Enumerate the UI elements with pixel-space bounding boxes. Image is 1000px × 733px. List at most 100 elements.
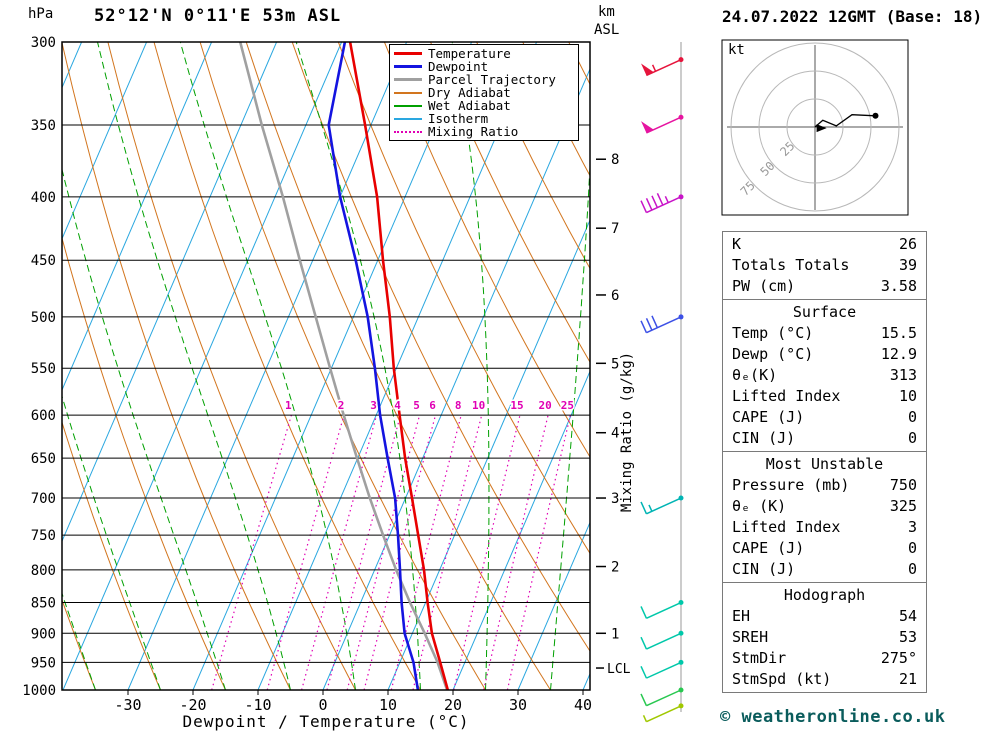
km-tick-label: 5 <box>611 356 619 372</box>
stat-label: Totals Totals <box>732 256 850 274</box>
summary-panel: K 26 Totals Totals 39 PW (cm) 3.58 <box>722 231 927 300</box>
km-axis-label: km <box>598 4 615 20</box>
dry-adiabat-line <box>430 42 590 364</box>
isotherm-line <box>62 42 213 392</box>
mixing-ratio-value: 20 <box>538 399 551 412</box>
legend-label: Isotherm <box>428 111 489 126</box>
mixing-ratio-line <box>346 414 421 690</box>
wind-barb <box>642 703 684 723</box>
stat-value: 21 <box>898 670 917 688</box>
isotherm-line <box>387 218 590 690</box>
wind-barb <box>640 495 684 515</box>
legend-label: Dewpoint <box>428 59 489 74</box>
panel-title: Surface <box>792 303 857 321</box>
pressure-tick-label: 850 <box>31 596 56 612</box>
mixing-ratio-line <box>211 414 292 690</box>
wind-barb <box>640 600 684 619</box>
pressure-tick-label: 300 <box>31 35 56 51</box>
mixing-ratio-labels: 1 2 3 4 5 6 8 10 15 20 25 <box>284 398 576 414</box>
mixing-ratio-axis-title: Mixing Ratio (g/kg) <box>619 352 635 512</box>
stat-row: EH 54 <box>723 606 926 627</box>
stat-row: Dewp (°C) 12.9 <box>723 344 926 365</box>
legend-label: Temperature <box>428 46 511 61</box>
stat-label: θₑ(K) <box>732 366 778 384</box>
most-unstable-panel: Most Unstable Pressure (mb) 750 θₑ (K) 325… <box>722 451 927 583</box>
mixing-ratio-line <box>506 414 571 690</box>
skewt-plot-area <box>62 42 590 690</box>
stat-label: CIN (J) <box>732 560 796 578</box>
stat-value: 12.9 <box>880 345 917 363</box>
wind-barb <box>641 57 684 77</box>
legend-line-sample <box>394 104 422 107</box>
surface-panel: Surface Temp (°C) 15.5 Dewp (°C) 12.9 θₑ(K… <box>722 299 927 452</box>
stat-row: PW (cm) 3.58 <box>723 276 926 297</box>
isotherm-line <box>452 370 590 690</box>
stat-label: Temp (°C) <box>732 324 814 342</box>
station-title: 52°12'N 0°11'E 53m ASL <box>94 6 342 26</box>
legend-item-mixing-ratio: Mixing Ratio <box>394 124 574 139</box>
km-tick-label: 6 <box>611 288 619 304</box>
stat-row: SREH 53 <box>723 627 926 648</box>
pressure-tick-label: 800 <box>31 563 56 579</box>
km-tick-label: 4 <box>611 426 619 442</box>
legend-item-dry-adiabat: Dry Adiabat <box>394 85 574 100</box>
stat-label: PW (cm) <box>732 277 796 295</box>
stat-value: 3.58 <box>880 277 917 295</box>
mixing-ratio-line <box>301 414 378 690</box>
legend-label: Wet Adiabat <box>428 98 511 113</box>
legend-item-dewpoint: Dewpoint <box>394 59 574 74</box>
hodograph-ring <box>786 98 844 156</box>
km-tick-label: 1 <box>611 626 619 642</box>
mixing-ratio-value: 2 <box>338 399 345 412</box>
dry-adiabat-line <box>476 42 590 270</box>
stat-row: Totals Totals 39 <box>723 255 926 276</box>
isotherm-line <box>322 67 590 690</box>
wind-barb <box>640 314 684 334</box>
hodograph-trace-end-dot <box>872 112 879 119</box>
stat-value: 313 <box>889 366 917 384</box>
stat-label: CIN (J) <box>732 429 796 447</box>
dewpoint-curve <box>327 42 420 690</box>
isotherm-line <box>62 42 343 690</box>
stat-label: K <box>732 235 742 253</box>
dry-adiabat-line <box>62 420 161 690</box>
wind-barb <box>641 114 684 134</box>
stats-panels: K 26 Totals Totals 39 PW (cm) 3.58 Surface … <box>722 231 927 693</box>
isotherm-line <box>257 42 538 690</box>
wind-barb <box>640 192 684 214</box>
stat-value: 26 <box>898 235 917 253</box>
x-tick-label: 30 <box>509 696 527 714</box>
x-tick-label: -20 <box>179 696 206 714</box>
stat-label: CAPE (J) <box>732 408 805 426</box>
mixing-ratio-line <box>266 414 345 690</box>
wet-adiabat-line <box>97 42 291 690</box>
km-tick-label: 2 <box>611 560 619 576</box>
x-tick-label: -10 <box>244 696 271 714</box>
stat-label: CAPE (J) <box>732 539 805 557</box>
mixing-ratio-line <box>453 414 521 690</box>
wind-barb <box>640 659 684 679</box>
pressure-tick-label: 650 <box>31 451 56 467</box>
legend-label: Parcel Trajectory <box>428 72 556 87</box>
stat-row: θₑ (K) 325 <box>723 496 926 517</box>
hodograph-ring <box>730 42 900 212</box>
km-tick-label: 3 <box>611 491 619 507</box>
parcel-trajectory-curve <box>238 42 449 690</box>
isotherm-line <box>517 521 590 690</box>
dry-adiabat-line <box>62 42 291 690</box>
x-tick-label: -30 <box>114 696 141 714</box>
stat-value: 15.5 <box>880 324 917 342</box>
hodograph-ring <box>758 70 872 184</box>
mixing-ratio-line <box>412 414 483 690</box>
stat-value: 750 <box>889 476 917 494</box>
mixing-ratio-value: 6 <box>429 399 436 412</box>
stat-row: Lifted Index 10 <box>723 386 926 407</box>
x-axis-title: Dewpoint / Temperature (°C) <box>182 712 470 731</box>
stat-row: CIN (J) 0 <box>723 559 926 580</box>
legend-item-parcel-trajectory: Parcel Trajectory <box>394 72 574 87</box>
datetime-label: 24.07.2022 12GMT (Base: 18) <box>722 7 983 26</box>
pressure-tick-label: 950 <box>31 655 56 671</box>
isotherm-line <box>62 42 278 543</box>
